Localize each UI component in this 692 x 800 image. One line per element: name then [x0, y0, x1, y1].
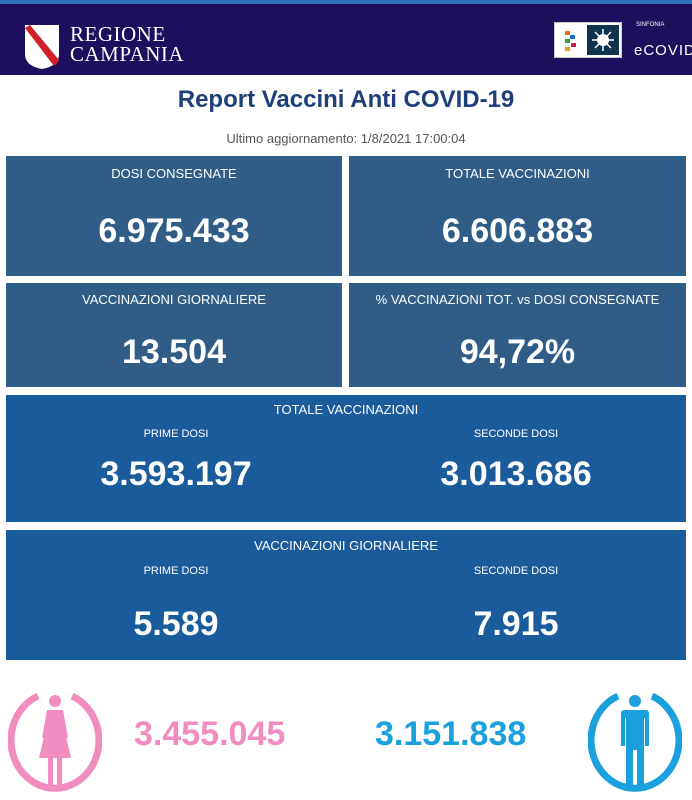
card-giornaliere-split: VACCINAZIONI GIORNALIERE PRIME DOSI 5.58… — [6, 530, 686, 660]
card-value: 13.504 — [122, 333, 226, 371]
region-line1: REGIONE — [70, 22, 166, 46]
card-label: TOTALE VACCINAZIONI — [445, 166, 590, 181]
card-vaccinazioni-giornaliere: VACCINAZIONI GIORNALIERE 13.504 — [6, 283, 342, 387]
last-updated: Ultimo aggiornamento: 1/8/2021 17:00:04 — [226, 131, 466, 146]
card-totale-split: TOTALE VACCINAZIONI PRIME DOSI 3.593.197… — [6, 395, 686, 522]
region-name: REGIONE CAMPANIA — [70, 22, 185, 66]
seconde-dosi-label: SECONDE DOSI — [473, 565, 559, 577]
page-title: Report Vaccini Anti COVID-19 — [177, 86, 515, 113]
seconde-dosi-value: 7.915 — [473, 605, 559, 643]
card-label: VACCINAZIONI GIORNALIERE — [254, 538, 438, 553]
prime-dosi-label: PRIME DOSI — [143, 565, 209, 577]
card-value: 6.606.883 — [441, 212, 594, 250]
prime-dosi-value: 5.589 — [133, 605, 219, 643]
male-icon — [588, 692, 682, 792]
top-accent-line — [0, 0, 692, 4]
card-totale-vaccinazioni: TOTALE VACCINAZIONI 6.606.883 — [349, 156, 686, 276]
male-vaccinations-value: 3.151.838 — [375, 715, 527, 753]
prime-dosi-label: PRIME DOSI — [143, 428, 209, 440]
card-value: 94,72% — [459, 333, 576, 371]
seconde-dosi-value: 3.013.686 — [440, 455, 592, 493]
sinfonia-icon — [554, 22, 622, 58]
seconde-dosi-label: SECONDE DOSI — [473, 428, 559, 440]
female-icon — [8, 692, 102, 792]
region-line2: CAMPANIA — [70, 42, 185, 66]
card-label: % VACCINAZIONI TOT. vs DOSI CONSEGNATE — [375, 292, 660, 307]
card-label: VACCINAZIONI GIORNALIERE — [82, 292, 266, 307]
partner-name: eCOVID — [634, 42, 692, 59]
campania-shield-logo — [25, 25, 59, 69]
partner-small-label: SINFONIA — [636, 22, 665, 28]
card-label: DOSI CONSEGNATE — [111, 166, 237, 181]
card-value: 6.975.433 — [98, 212, 250, 250]
prime-dosi-value: 3.593.197 — [100, 455, 252, 493]
card-dosi-consegnate: DOSI CONSEGNATE 6.975.433 — [6, 156, 342, 276]
card-label: TOTALE VACCINAZIONI — [273, 402, 419, 417]
female-vaccinations-value: 3.455.045 — [134, 715, 286, 753]
header-bar: REGIONE CAMPANIA SINFONIA eCOVID — [0, 4, 692, 75]
card-percentuale: % VACCINAZIONI TOT. vs DOSI CONSEGNATE 9… — [349, 283, 686, 387]
